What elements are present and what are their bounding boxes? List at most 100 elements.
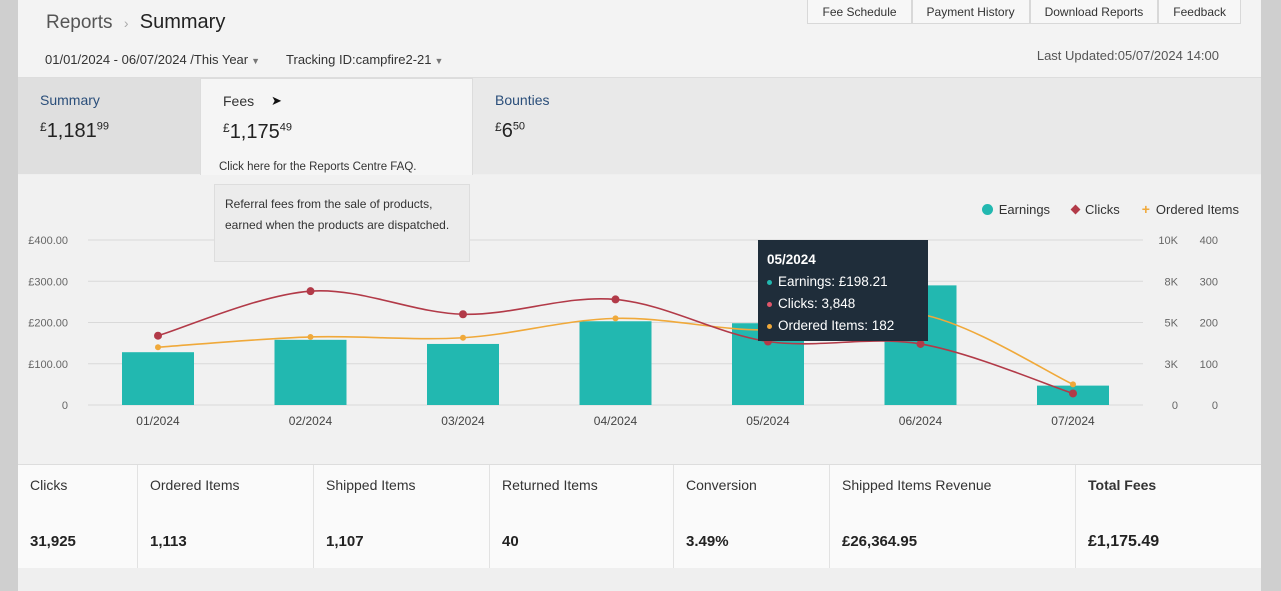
date-range-dropdown[interactable]: 01/01/2024 - 06/07/2024 /This Year ▼ [45, 52, 260, 67]
x-axis-label: 03/2024 [441, 414, 485, 428]
breadcrumb: Reports › Summary [46, 11, 225, 34]
date-range-value: 01/01/2024 - 06/07/2024 /This Year [45, 52, 249, 67]
earnings-bar [427, 343, 499, 405]
feedback-button[interactable]: Feedback [1158, 0, 1241, 24]
clicks-diamond-icon [1070, 204, 1081, 214]
x-axis-label: 05/2024 [746, 414, 790, 428]
top-nav: Fee Schedule Payment History Download Re… [807, 0, 1241, 24]
right-axis-clicks-tick: 5K [1165, 318, 1179, 330]
metric-value: 1,113 [150, 533, 187, 550]
metric-value: 1,107 [326, 533, 364, 550]
x-axis-label: 01/2024 [136, 414, 180, 428]
earnings-bar [122, 352, 194, 405]
metric-value: 31,925 [30, 533, 76, 550]
metric-value: £26,364.95 [842, 533, 918, 550]
tracking-id-value: Tracking ID:campfire2-21 [286, 52, 432, 67]
amount-fraction: 50 [512, 120, 526, 133]
earnings-bar [274, 339, 347, 405]
tooltip-earnings-row: Earnings: £198.21 [767, 271, 919, 293]
amount-whole: 1,175 [229, 121, 280, 143]
metric-label: Conversion [686, 477, 757, 493]
ordered-items-point [612, 315, 619, 322]
metric-value: 40 [502, 533, 519, 550]
metric-conversion: Conversion 3.49% [674, 465, 830, 568]
x-axis-label: 07/2024 [1051, 414, 1095, 428]
fee-schedule-button[interactable]: Fee Schedule [807, 0, 912, 24]
summary-tabs: Summary £1,18199 Fees ➤ £1,17549 Click h… [18, 78, 1261, 178]
right-axis-items-tick: 200 [1200, 318, 1218, 330]
right-axis-items-tick: 300 [1200, 276, 1218, 288]
breadcrumb-separator: › [123, 15, 129, 31]
metric-label: Returned Items [502, 477, 598, 493]
ordered-items-point [155, 344, 161, 351]
tracking-id-dropdown[interactable]: Tracking ID:campfire2-21 ▼ [286, 52, 443, 67]
metric-label: Shipped Items [326, 477, 416, 493]
metric-value: 3.49% [686, 533, 729, 550]
reports-header: Reports › Summary Fee Schedule Payment H… [18, 0, 1261, 78]
fees-amount: £1,17549 [223, 121, 450, 144]
tooltip-clicks-row: Clicks: 3,848 [767, 293, 919, 315]
metric-label: Ordered Items [150, 477, 240, 493]
earnings-chart: 0 £100.00 £200.00 £300.00 £400.00 0 3K 5K 8K 10K 0… [28, 235, 1218, 428]
tooltip-clicks: Clicks: 3,848 [778, 296, 856, 311]
left-axis-tick: £300.00 [28, 276, 68, 288]
currency-symbol: £ [495, 120, 502, 134]
payment-history-button[interactable]: Payment History [911, 0, 1030, 24]
right-axis-items-tick: 100 [1200, 359, 1218, 371]
metric-label: Clicks [30, 477, 68, 493]
legend-ordered-label: Ordered Items [1155, 201, 1239, 217]
left-axis-tick: £200.00 [28, 318, 68, 330]
legend-earnings[interactable]: Earnings [981, 201, 1051, 217]
amount-fraction: 49 [279, 121, 292, 134]
earnings-dot-icon [767, 279, 772, 285]
left-axis-tick: £100.00 [28, 359, 68, 371]
metric-label: Shipped Items Revenue [842, 477, 992, 493]
tooltip-ordered-row: Ordered Items: 182 [767, 315, 919, 337]
bounties-amount: £650 [495, 120, 751, 143]
legend-clicks[interactable]: Clicks [1070, 201, 1120, 217]
metric-shipped-items: Shipped Items 1,107 [314, 465, 490, 568]
ordered-items-point [460, 334, 466, 341]
earnings-dot-icon [981, 203, 993, 215]
tab-summary-label: Summary [40, 92, 100, 108]
chevron-down-icon: ▼ [251, 56, 261, 66]
tooltip-earnings: Earnings: £198.21 [778, 274, 888, 289]
right-axis-clicks-tick: 3K [1165, 359, 1179, 371]
clicks-point [1069, 389, 1077, 398]
legend-earnings-label: Earnings [998, 201, 1051, 217]
legend-ordered-items[interactable]: + Ordered Items [1142, 201, 1239, 217]
clicks-point [916, 339, 925, 348]
chart-tooltip: 05/2024 Earnings: £198.21 Clicks: 3,848 … [758, 240, 928, 341]
legend-clicks-label: Clicks [1085, 201, 1120, 217]
clicks-point [154, 331, 162, 340]
fees-info-tooltip: Referral fees from the sale of products,… [214, 184, 470, 262]
metrics-row: Clicks 31,925 Ordered Items 1,113 Shippe… [18, 464, 1261, 568]
x-axis-label: 06/2024 [899, 414, 943, 428]
amount-fraction: 99 [96, 120, 109, 133]
metric-shipped-revenue: Shipped Items Revenue £26,364.95 [830, 465, 1076, 568]
reports-faq-link[interactable]: Click here for the Reports Centre FAQ. [219, 161, 417, 173]
tooltip-ordered: Ordered Items: 182 [778, 318, 895, 333]
earnings-bar [579, 321, 652, 405]
ordered-items-point [307, 333, 314, 340]
last-updated: Last Updated:05/07/2024 14:00 [1036, 48, 1219, 63]
breadcrumb-reports-link[interactable]: Reports [46, 12, 113, 33]
download-reports-button[interactable]: Download Reports [1029, 0, 1159, 24]
clicks-point [306, 287, 315, 296]
metric-value: £1,175.49 [1088, 533, 1160, 550]
tab-bounties[interactable]: Bounties £650 [473, 78, 773, 174]
ordered-items-point [1070, 381, 1076, 388]
tab-fees[interactable]: Fees ➤ £1,17549 Click here for the Repor… [200, 78, 473, 178]
tab-summary[interactable]: Summary £1,18199 [18, 78, 202, 174]
currency-symbol: £ [223, 121, 230, 135]
ordered-dot-icon [767, 323, 772, 329]
clicks-point [611, 295, 620, 304]
reports-page: Reports › Summary Fee Schedule Payment H… [18, 0, 1261, 591]
mouse-cursor-icon: ➤ [271, 93, 282, 108]
left-axis-tick: 0 [62, 400, 68, 412]
currency-symbol: £ [40, 120, 47, 134]
right-axis-clicks-tick: 10K [1158, 235, 1178, 247]
tab-fees-label: Fees [223, 93, 255, 109]
ordered-items-plus-icon: + [1141, 201, 1150, 217]
chart-area: 0 £100.00 £200.00 £300.00 £400.00 0 3K 5K 8K 10K 0… [18, 175, 1261, 465]
